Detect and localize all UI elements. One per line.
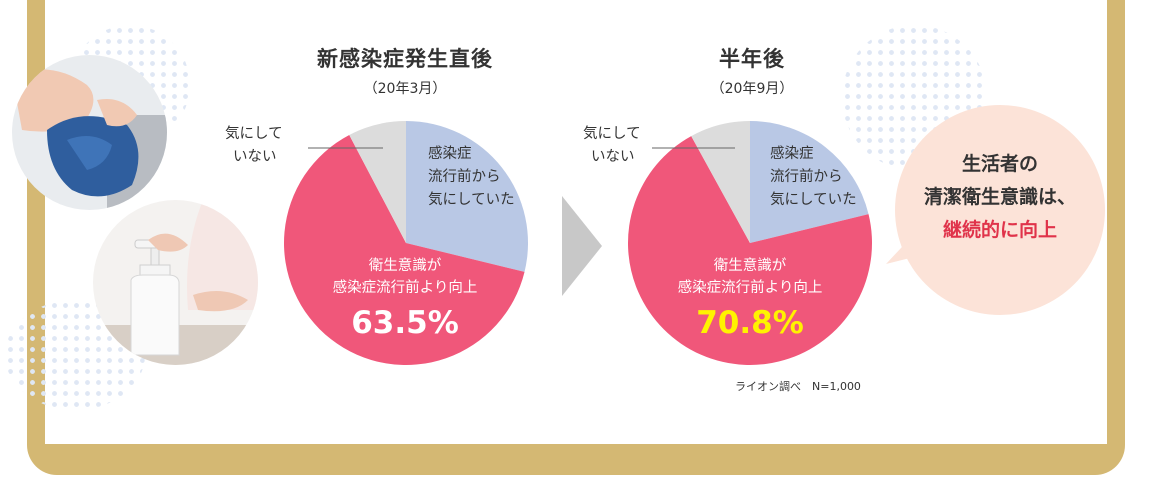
pie1-before-line2: 流行前から	[428, 169, 501, 185]
summary-bubble	[895, 105, 1105, 315]
pie2-notcare-line1: 気にして	[583, 126, 641, 142]
pie1-before-line1: 感染症	[428, 146, 472, 162]
pie2-improved-label: 衛生意識が 感染症流行前より向上	[630, 255, 870, 299]
pie1-notcare-line1: 気にして	[225, 126, 283, 142]
pie1-chart	[283, 121, 528, 365]
pie2-before-line3: 気にしていた	[770, 192, 857, 208]
pie1-subtitle: （20年3月）	[363, 81, 447, 97]
summary-bubble-text: 生活者の 清潔衛生意識は、 継続的に向上	[895, 148, 1105, 247]
pie2-before-line1: 感染症	[770, 146, 814, 162]
pie2-slice-2	[691, 121, 750, 243]
pie2-title: 半年後	[719, 47, 785, 71]
pie2-improved-line2: 感染症流行前より向上	[677, 280, 823, 296]
pie1-title: 新感染症発生直後	[317, 47, 493, 71]
pie2-slice-0	[750, 121, 869, 243]
bubble-line2: 清潔衛生意識は、	[923, 186, 1076, 208]
pie1-before-label: 感染症 流行前から 気にしていた	[428, 143, 515, 212]
pie1-before-line3: 気にしていた	[428, 192, 515, 208]
pie1-slice-0	[406, 121, 528, 272]
pie1-slice-2	[349, 121, 406, 243]
photo-hand-sanitizer	[93, 200, 258, 365]
pie2-notcare-label: 気にして いない	[583, 123, 641, 169]
pie1-notcare-label: 気にして いない	[225, 123, 283, 169]
pie1-notcare-line2: いない	[233, 149, 277, 165]
pie2-slice-1	[628, 136, 872, 365]
photo-cloth-wiping	[12, 55, 167, 210]
pie2-before-line2: 流行前から	[770, 169, 843, 185]
pie2-before-label: 感染症 流行前から 気にしていた	[770, 143, 857, 212]
bubble-line1: 生活者の	[961, 153, 1038, 175]
pie2-improved-line1: 衛生意識が	[713, 258, 787, 274]
pie2-chart	[628, 121, 872, 365]
bubble-line3: 継続的に向上	[942, 219, 1057, 241]
pie2-percent: 70.8%	[696, 305, 804, 341]
pie1-improved-label: 衛生意識が 感染症流行前より向上	[285, 255, 525, 299]
pie1-slice-1	[283, 135, 525, 365]
pie1-improved-line1: 衛生意識が	[368, 258, 442, 274]
arrow-right-icon	[562, 196, 602, 296]
pie1-improved-line2: 感染症流行前より向上	[332, 280, 478, 296]
source-note: ライオン調べ N=1,000	[735, 380, 861, 393]
pie2-notcare-line2: いない	[591, 149, 635, 165]
pie1-percent: 63.5%	[351, 305, 459, 341]
pie2-subtitle: （20年9月）	[710, 81, 794, 97]
